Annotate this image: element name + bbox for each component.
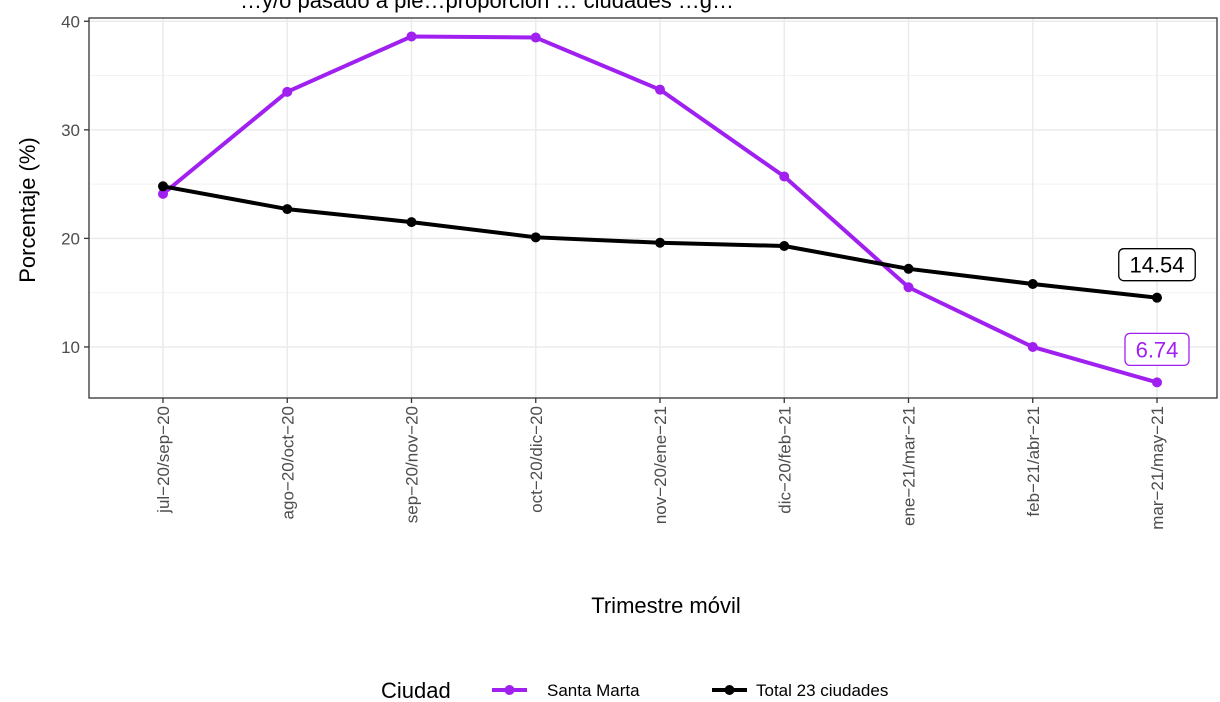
x-axis-title: Trimestre móvil — [591, 593, 741, 618]
data-point — [903, 263, 914, 274]
data-point — [1027, 341, 1038, 352]
x-tick-label: ene−21/mar−21 — [900, 406, 919, 526]
data-point — [406, 31, 417, 42]
panel-border — [88, 17, 1218, 399]
y-tick-label: 30 — [61, 121, 80, 140]
data-point — [655, 237, 665, 248]
data-point — [530, 232, 541, 243]
x-tick-label: jul−20/sep−20 — [154, 406, 173, 514]
x-tick-label: sep−20/nov−20 — [403, 406, 422, 523]
end-labels: 6.74 14.54 — [1118, 248, 1196, 367]
legend: Ciudad Santa Marta Total 23 ciudades — [381, 678, 888, 702]
end-label: 6.74 — [1136, 337, 1179, 362]
y-tick-label: 40 — [61, 12, 80, 31]
data-point — [530, 32, 541, 43]
grid — [89, 18, 1217, 398]
x-axis: jul−20/sep−20 ago−20/oct−20 sep−20/nov−20 o… — [154, 398, 1167, 530]
data-point — [1152, 377, 1162, 388]
data-point — [406, 217, 417, 228]
x-tick-label: dic−20/feb−21 — [775, 406, 794, 514]
legend-label: Total 23 ciudades — [756, 681, 888, 700]
data-point — [158, 188, 168, 199]
data-point — [779, 171, 790, 182]
y-axis: 10 20 30 40 — [61, 12, 89, 357]
data-point — [282, 86, 293, 97]
y-tick-label: 10 — [61, 338, 80, 357]
series-group — [158, 31, 1162, 388]
end-label: 14.54 — [1129, 253, 1184, 278]
x-tick-label: mar−21/may−21 — [1148, 406, 1167, 530]
data-point — [282, 204, 293, 215]
y-axis-title: Porcentaje (%) — [15, 137, 40, 283]
x-tick-label: feb−21/abr−21 — [1024, 406, 1043, 517]
legend-key-point — [504, 685, 515, 695]
x-tick-label: nov−20/ene−21 — [651, 406, 670, 524]
data-point — [903, 282, 914, 293]
x-tick-label: ago−20/oct−20 — [278, 406, 297, 519]
chart-title: …y/o pasado a pie…proporción … ciudades … — [240, 0, 734, 13]
data-point — [655, 84, 665, 95]
data-point — [158, 181, 168, 192]
end-label-box — [1118, 248, 1196, 282]
end-label-box — [1124, 332, 1190, 367]
legend-title: Ciudad — [381, 678, 451, 702]
data-point — [1027, 279, 1038, 289]
legend-label: Santa Marta — [547, 681, 640, 700]
y-tick-label: 20 — [61, 229, 80, 248]
legend-key-point — [724, 685, 735, 695]
x-tick-label: oct−20/dic−20 — [527, 406, 546, 513]
data-point — [779, 241, 790, 251]
data-point — [1152, 292, 1162, 303]
